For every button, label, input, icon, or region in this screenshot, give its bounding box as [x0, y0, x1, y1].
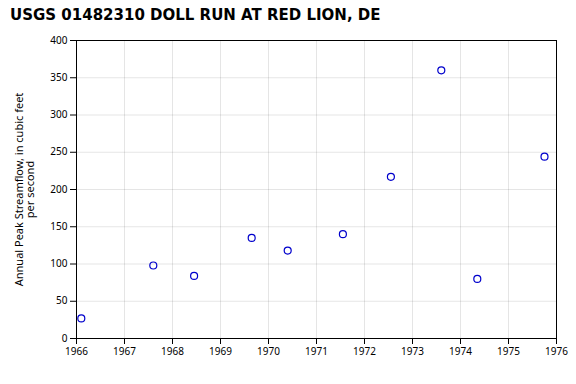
svg-text:1975: 1975 [497, 344, 520, 358]
svg-text:1972: 1972 [353, 344, 376, 358]
svg-text:1968: 1968 [161, 344, 184, 358]
svg-text:250: 250 [50, 144, 67, 158]
svg-text:400: 400 [50, 33, 67, 47]
svg-text:300: 300 [50, 107, 67, 121]
svg-text:0: 0 [62, 331, 68, 345]
svg-text:50: 50 [56, 293, 68, 307]
svg-text:1966: 1966 [65, 344, 88, 358]
svg-text:1974: 1974 [449, 344, 472, 358]
svg-text:350: 350 [50, 70, 67, 84]
svg-text:1976: 1976 [545, 344, 568, 358]
svg-text:1970: 1970 [257, 344, 280, 358]
svg-text:150: 150 [50, 219, 67, 233]
svg-text:100: 100 [50, 256, 67, 270]
svg-text:1969: 1969 [209, 344, 232, 358]
svg-text:200: 200 [50, 182, 67, 196]
svg-text:1967: 1967 [113, 344, 136, 358]
svg-text:1973: 1973 [401, 344, 424, 358]
svg-text:1971: 1971 [305, 344, 328, 358]
svg-text:Annual Peak Streamflow, in cub: Annual Peak Streamflow, in cubic feetper… [11, 93, 37, 287]
html-text:USGS 01482310 DOLL RUN AT RED: USGS 01482310 DOLL RUN AT RED LION, DE [10, 6, 381, 24]
